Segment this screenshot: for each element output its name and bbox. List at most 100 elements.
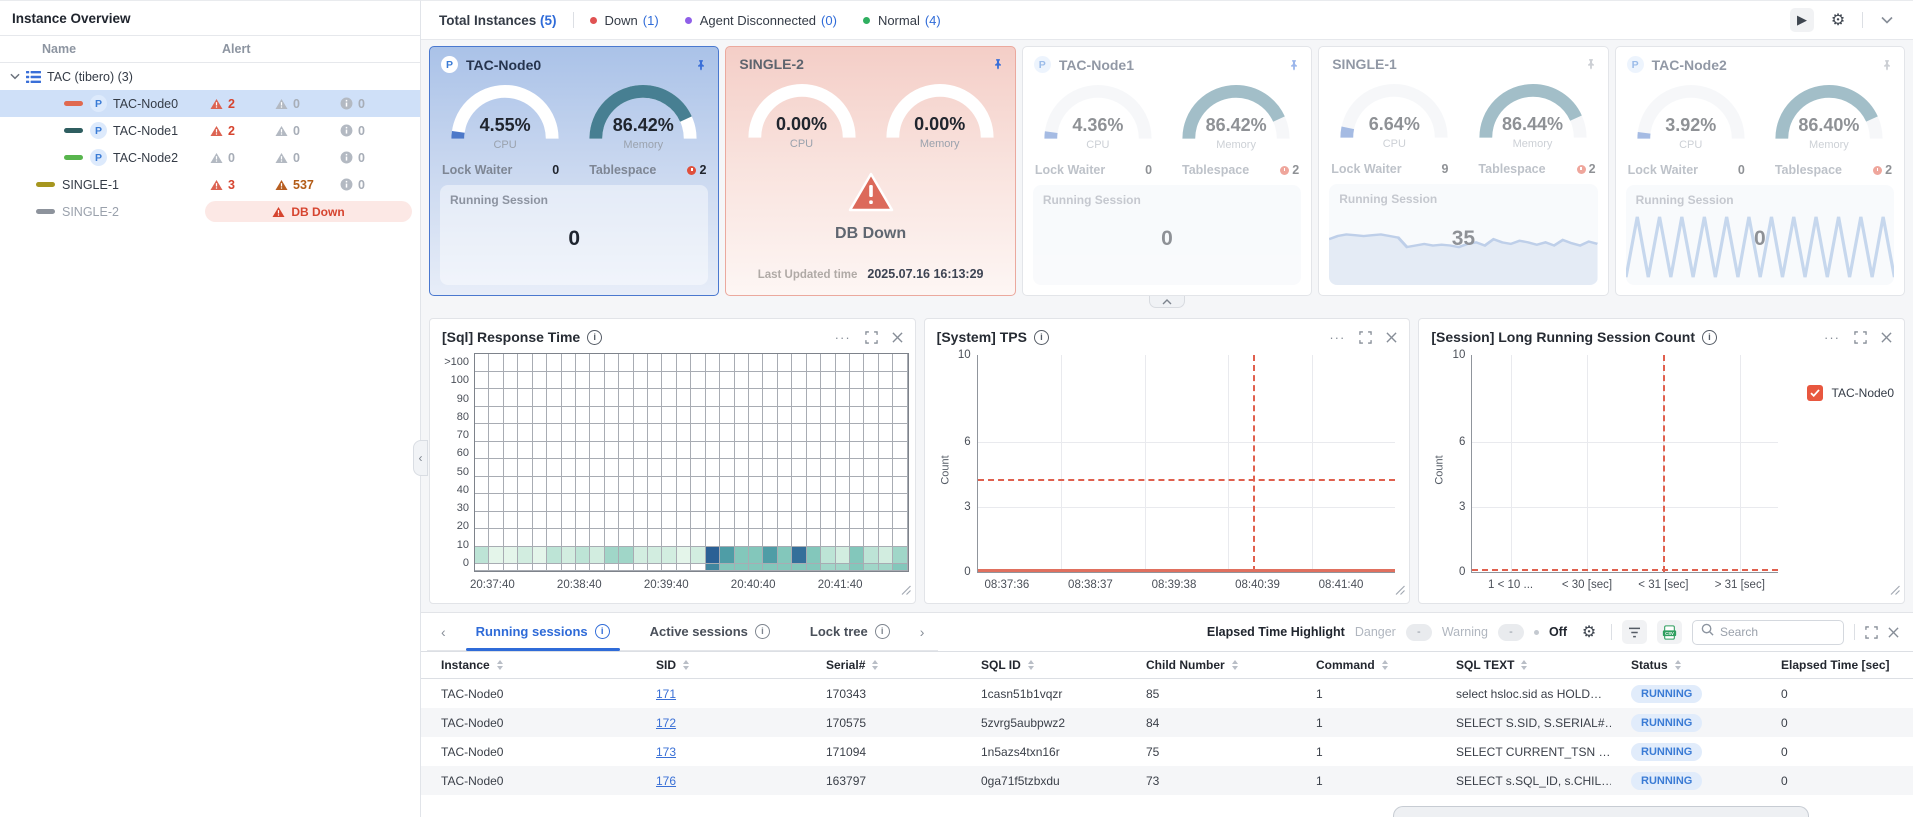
heatmap-cell[interactable] — [561, 494, 576, 512]
heatmap-cell[interactable] — [503, 564, 519, 571]
heatmap-cell[interactable] — [633, 511, 649, 529]
heatmap-cell[interactable] — [503, 354, 519, 372]
heatmap-cell[interactable] — [835, 371, 850, 389]
heatmap-cell[interactable] — [792, 424, 807, 442]
heatmap-cell[interactable] — [475, 564, 490, 571]
tab-lock-tree[interactable]: Lock tree i — [790, 613, 910, 650]
heatmap-cell[interactable] — [532, 529, 548, 547]
heatmap-cell[interactable] — [489, 354, 504, 372]
heatmap-cell[interactable] — [878, 511, 894, 529]
column-header-instance[interactable]: Instance — [421, 658, 636, 672]
heatmap-cell[interactable] — [547, 371, 562, 389]
heatmap-cell[interactable] — [590, 441, 605, 459]
heatmap-cell[interactable] — [734, 476, 750, 494]
heatmap-cell[interactable] — [489, 546, 504, 564]
heatmap-cell[interactable] — [763, 564, 778, 571]
heatmap-cell[interactable] — [864, 511, 879, 529]
heatmap-cell[interactable] — [648, 354, 663, 372]
heatmap-cell[interactable] — [691, 476, 706, 494]
heatmap-cell[interactable] — [763, 476, 778, 494]
heatmap-cell[interactable] — [734, 389, 750, 407]
heatmap-cell[interactable] — [532, 406, 548, 424]
heatmap-cell[interactable] — [676, 494, 692, 512]
table-row[interactable]: TAC-Node0 171 170343 1casn51b1vqzr 85 1 select… — [421, 679, 1913, 708]
heatmap-cell[interactable] — [734, 529, 750, 547]
expand-icon[interactable] — [1854, 330, 1867, 344]
heatmap-cell[interactable] — [734, 441, 750, 459]
heatmap-cell[interactable] — [575, 529, 591, 547]
heatmap-cell[interactable] — [777, 546, 793, 564]
column-header-sql-id[interactable]: SQL ID — [961, 658, 1126, 672]
heatmap-cell[interactable] — [503, 406, 519, 424]
heatmap-cell[interactable] — [590, 389, 605, 407]
info-icon[interactable]: i — [594, 624, 610, 639]
heatmap-cell[interactable] — [777, 459, 793, 477]
heatmap-cell[interactable] — [878, 406, 894, 424]
heatmap-cell[interactable] — [864, 459, 879, 477]
heatmap-cell[interactable] — [561, 354, 576, 372]
heatmap-cell[interactable] — [821, 441, 836, 459]
heatmap-cell[interactable] — [590, 371, 605, 389]
heatmap-cell[interactable] — [720, 476, 735, 494]
heatmap-cell[interactable] — [503, 546, 519, 564]
heatmap-cell[interactable] — [547, 424, 562, 442]
heatmap-cell[interactable] — [720, 354, 735, 372]
heatmap-cell[interactable] — [648, 494, 663, 512]
heatmap-cell[interactable] — [676, 424, 692, 442]
heatmap-cell[interactable] — [806, 406, 822, 424]
heatmap-cell[interactable] — [720, 546, 735, 564]
heatmap-cell[interactable] — [720, 441, 735, 459]
sort-icon[interactable] — [872, 660, 879, 670]
heatmap-cell[interactable] — [763, 511, 778, 529]
heatmap-cell[interactable] — [590, 406, 605, 424]
heatmap-cell[interactable] — [633, 494, 649, 512]
heatmap-cell[interactable] — [777, 476, 793, 494]
heatmap-cell[interactable] — [705, 511, 721, 529]
heatmap-cell[interactable] — [849, 511, 865, 529]
heatmap-cell[interactable] — [691, 494, 706, 512]
heatmap-cell[interactable] — [864, 406, 879, 424]
heatmap-cell[interactable] — [734, 354, 750, 372]
heatmap-cell[interactable] — [878, 441, 894, 459]
pin-icon-button[interactable] — [1881, 59, 1893, 71]
heatmap-cell[interactable] — [547, 441, 562, 459]
heatmap-cell[interactable] — [763, 371, 778, 389]
heatmap-cell[interactable] — [561, 564, 576, 571]
heatmap-cell[interactable] — [604, 459, 620, 477]
sid-link[interactable]: 176 — [656, 773, 677, 788]
info-icon[interactable]: i — [587, 329, 603, 345]
heatmap-cell[interactable] — [475, 424, 490, 442]
heatmap-cell[interactable] — [633, 546, 649, 564]
heatmap-cell[interactable] — [648, 459, 663, 477]
info-icon[interactable]: i — [874, 624, 890, 639]
search-box[interactable] — [1692, 619, 1844, 645]
heatmap-cell[interactable] — [835, 459, 850, 477]
column-header-elapsed-time-sec-[interactable]: Elapsed Time [sec] — [1781, 658, 1890, 672]
close-icon[interactable] — [1881, 331, 1892, 343]
heatmap-cell[interactable] — [648, 371, 663, 389]
heatmap-cell[interactable] — [475, 354, 490, 372]
heatmap-cell[interactable] — [575, 371, 591, 389]
instance-card-single-2[interactable]: SINGLE-2 0.00% CPU 0.00% Memory DB Down — [725, 46, 1016, 296]
heatmap-cell[interactable] — [503, 424, 519, 442]
horizontal-scrollbar[interactable] — [1393, 806, 1809, 817]
heatmap-cell[interactable] — [532, 371, 548, 389]
heatmap-cell[interactable] — [561, 389, 576, 407]
heatmap-cell[interactable] — [835, 441, 850, 459]
heatmap-cell[interactable] — [777, 354, 793, 372]
heatmap-cell[interactable] — [619, 494, 634, 512]
heatmap-cell[interactable] — [777, 424, 793, 442]
heatmap-cell[interactable] — [749, 476, 764, 494]
heatmap-cell[interactable] — [763, 546, 778, 564]
heatmap-cell[interactable] — [893, 476, 908, 494]
heatmap-cell[interactable] — [547, 476, 562, 494]
heatmap-cell[interactable] — [518, 511, 533, 529]
heatmap-cell[interactable] — [590, 494, 605, 512]
column-header-sid[interactable]: SID — [636, 658, 806, 672]
heatmap-cell[interactable] — [835, 354, 850, 372]
heatmap-cell[interactable] — [734, 406, 750, 424]
heatmap-cell[interactable] — [561, 459, 576, 477]
heatmap-cell[interactable] — [849, 476, 865, 494]
heatmap-cell[interactable] — [821, 511, 836, 529]
heatmap-cell[interactable] — [648, 441, 663, 459]
